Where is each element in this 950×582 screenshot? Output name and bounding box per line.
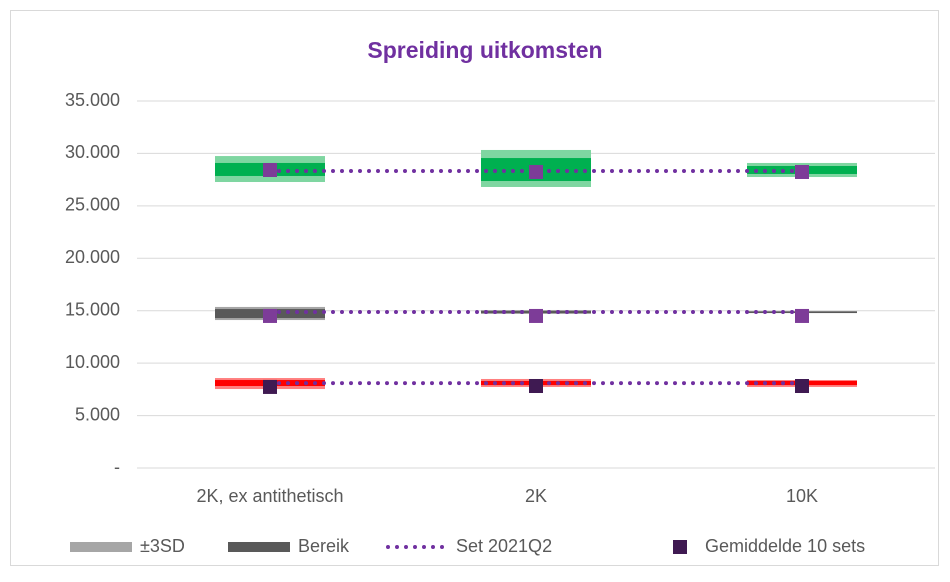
- legend-swatch: [70, 542, 132, 552]
- mean-marker: [529, 164, 543, 179]
- y-tick-label: 10.000: [65, 352, 120, 372]
- y-tick-label: 35.000: [65, 90, 120, 110]
- x-tick-label: 10K: [786, 486, 818, 506]
- legend-swatch: [228, 542, 290, 552]
- y-tick-label: 25.000: [65, 195, 120, 215]
- mean-marker: [529, 308, 543, 323]
- y-tick-label: 15.000: [65, 299, 120, 319]
- y-tick-label: 20.000: [65, 247, 120, 267]
- legend-swatch: [673, 540, 687, 554]
- mean-marker: [795, 308, 809, 323]
- mean-marker: [263, 162, 277, 177]
- legend-label: Set 2021Q2: [456, 536, 552, 556]
- legend-label: Bereik: [298, 536, 350, 556]
- y-tick-label: -: [114, 457, 120, 477]
- mean-marker: [263, 379, 277, 394]
- mean-marker: [529, 379, 543, 394]
- x-tick-label: 2K, ex antithetisch: [196, 486, 343, 506]
- chart-border: [10, 10, 939, 566]
- y-tick-label: 30.000: [65, 142, 120, 162]
- legend-label: ±3SD: [140, 536, 185, 556]
- mean-marker: [795, 164, 809, 179]
- mean-marker: [795, 379, 809, 394]
- mean-marker: [263, 308, 277, 323]
- x-tick-label: 2K: [525, 486, 547, 506]
- y-tick-label: 5.000: [75, 404, 120, 424]
- chart-title: Spreiding uitkomsten: [367, 37, 602, 63]
- legend-label: Gemiddelde 10 sets: [705, 536, 865, 556]
